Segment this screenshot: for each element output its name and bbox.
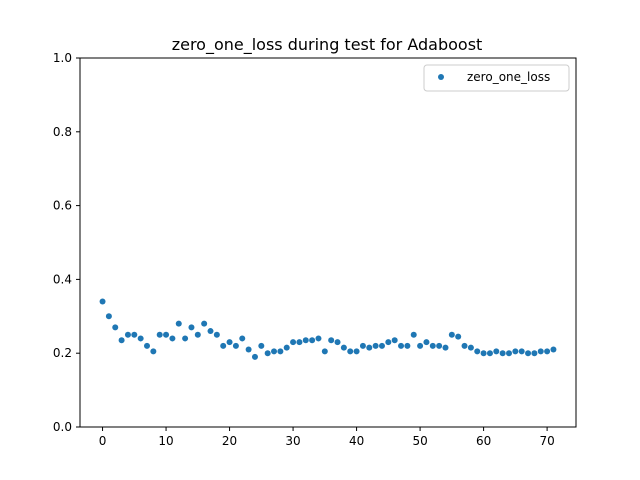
data-point — [175, 320, 182, 327]
y-tick-label: 1.0 — [53, 51, 72, 65]
chart-title: zero_one_loss during test for Adaboost — [172, 35, 483, 55]
data-point — [455, 333, 462, 340]
data-point — [385, 339, 392, 346]
data-point — [474, 348, 481, 355]
data-point — [156, 331, 163, 338]
data-point — [169, 335, 176, 342]
data-point — [207, 328, 214, 335]
data-point — [423, 339, 430, 346]
data-point — [372, 342, 379, 349]
data-point — [258, 342, 265, 349]
y-tick-label: 0.4 — [53, 272, 72, 286]
data-point — [239, 335, 246, 342]
data-point — [328, 337, 335, 344]
legend-marker — [438, 74, 444, 80]
data-point — [226, 339, 233, 346]
data-point — [131, 331, 138, 338]
data-point — [404, 342, 411, 349]
y-axis-ticks: 0.0 0.2 0.4 0.6 0.8 1.0 — [53, 51, 80, 434]
legend: zero_one_loss — [423, 64, 570, 92]
data-point — [283, 344, 290, 351]
data-point — [410, 331, 417, 338]
data-point — [271, 348, 278, 355]
data-point — [105, 313, 112, 320]
data-point — [493, 348, 500, 355]
data-point — [442, 344, 449, 351]
data-point — [245, 346, 252, 353]
data-point — [347, 348, 354, 355]
data-point — [163, 331, 170, 338]
data-point — [112, 324, 119, 331]
x-tick-label: 30 — [285, 434, 300, 448]
x-tick-label: 10 — [158, 434, 173, 448]
data-point — [182, 335, 189, 342]
data-point — [391, 337, 398, 344]
data-point — [124, 331, 131, 338]
data-point — [213, 331, 220, 338]
data-point — [150, 348, 157, 355]
data-point — [436, 342, 443, 349]
data-point — [366, 344, 373, 351]
x-tick-label: 70 — [539, 434, 554, 448]
data-point — [544, 348, 551, 355]
x-tick-label: 0 — [99, 434, 107, 448]
plot-frame — [79, 57, 577, 428]
data-point — [296, 339, 303, 346]
legend-box — [423, 64, 570, 92]
y-tick-label: 0.6 — [53, 199, 72, 213]
y-tick-label: 0.0 — [53, 420, 72, 434]
data-point — [359, 342, 366, 349]
x-tick-label: 50 — [412, 434, 427, 448]
x-tick-label: 40 — [349, 434, 364, 448]
data-point — [525, 350, 532, 357]
data-point — [144, 342, 150, 349]
x-tick-label: 20 — [222, 434, 237, 448]
data-point — [499, 350, 506, 357]
data-point — [429, 342, 436, 349]
data-point — [486, 350, 493, 357]
data-point — [506, 350, 512, 357]
data-point — [467, 344, 474, 351]
data-point — [550, 346, 557, 353]
data-point — [251, 353, 258, 360]
data-point — [321, 348, 328, 355]
data-point — [99, 298, 106, 305]
data-point — [531, 350, 538, 357]
data-point — [201, 320, 208, 327]
data-point — [461, 342, 468, 349]
data-point — [417, 342, 424, 349]
data-point — [334, 339, 341, 346]
data-point — [315, 335, 322, 342]
data-point — [512, 348, 519, 355]
data-point — [118, 337, 125, 344]
data-point — [353, 348, 360, 355]
y-tick-label: 0.2 — [53, 346, 72, 360]
y-tick-label: 0.8 — [53, 125, 72, 139]
x-tick-label: 60 — [476, 434, 491, 448]
data-point — [277, 348, 284, 355]
data-point — [188, 324, 195, 331]
legend-label: zero_one_loss — [467, 70, 550, 84]
data-point — [264, 350, 271, 357]
data-point — [232, 342, 239, 349]
data-points — [99, 298, 557, 360]
data-point — [220, 342, 227, 349]
data-point — [518, 348, 525, 355]
data-point — [378, 342, 385, 349]
data-point — [480, 350, 487, 357]
data-point — [340, 344, 347, 351]
data-point — [290, 339, 297, 346]
data-point — [137, 335, 144, 342]
data-point — [194, 331, 201, 338]
data-point — [448, 331, 455, 338]
data-point — [537, 348, 544, 355]
data-point — [398, 342, 405, 349]
data-point — [309, 337, 316, 344]
data-point — [302, 337, 309, 344]
x-axis-ticks: 0 10 20 30 40 50 60 70 — [99, 427, 555, 448]
